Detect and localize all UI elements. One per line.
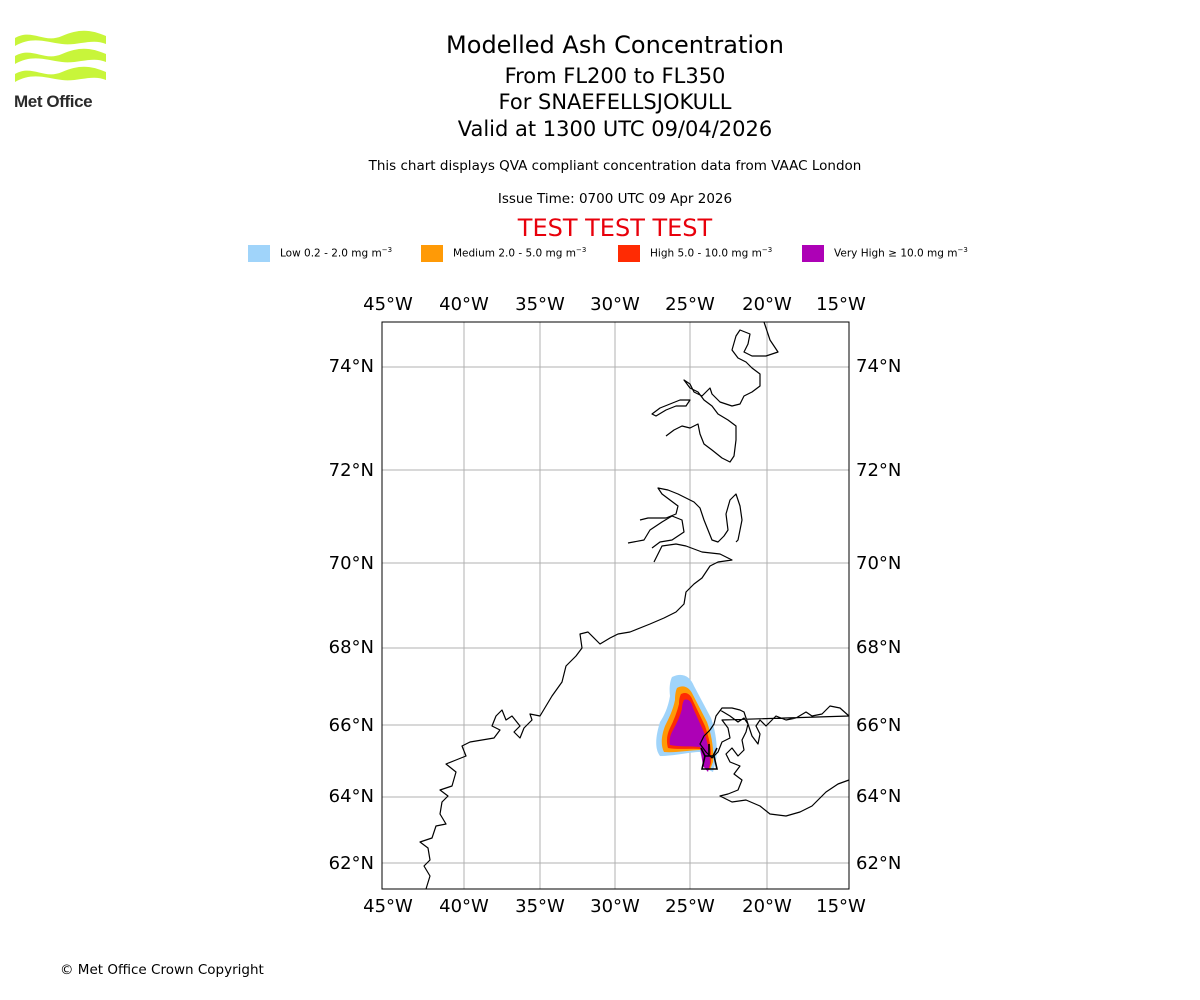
met-office-waves-icon <box>15 30 106 82</box>
legend-level-very-high: Very High <box>834 247 885 260</box>
lon-tick-bottom-25w: 25°W <box>665 896 715 917</box>
legend-exp-low: −3 <box>381 246 393 254</box>
copyright-notice: © Met Office Crown Copyright <box>60 962 264 978</box>
lat-ticks-left: 74°N 72°N 70°N 68°N 66°N 64°N 62°N <box>329 356 374 874</box>
lon-tick-top-30w: 30°W <box>590 294 640 315</box>
lat-tick-left-72n: 72°N <box>329 460 374 481</box>
lon-ticks-bottom: 45°W 40°W 35°W 30°W 25°W 20°W 15°W <box>363 896 866 917</box>
lon-tick-top-35w: 35°W <box>515 294 565 315</box>
qva-note: This chart displays QVA compliant concen… <box>368 158 862 174</box>
lat-tick-left-70n: 70°N <box>329 553 374 574</box>
volcano-name: For SNAEFELLSJOKULL <box>498 90 732 114</box>
legend-level-high: High <box>650 247 675 260</box>
legend-range-very-high: ≥ 10.0 mg m <box>888 247 958 260</box>
legend-swatch-very-high <box>802 245 824 262</box>
valid-time: Valid at 1300 UTC 09/04/2026 <box>457 117 773 141</box>
lon-tick-bottom-20w: 20°W <box>742 896 792 917</box>
lat-tick-right-66n: 66°N <box>856 715 901 736</box>
lat-tick-left-74n: 74°N <box>329 356 374 377</box>
legend-swatch-medium <box>421 245 443 262</box>
lon-ticks-top: 45°W 40°W 35°W 30°W 25°W 20°W 15°W <box>363 294 866 315</box>
lat-tick-left-62n: 62°N <box>329 853 374 874</box>
lon-tick-bottom-35w: 35°W <box>515 896 565 917</box>
legend-level-medium: Medium <box>453 247 495 260</box>
lon-tick-top-25w: 25°W <box>665 294 715 315</box>
lon-tick-bottom-30w: 30°W <box>590 896 640 917</box>
ash-very-high <box>669 699 710 772</box>
lon-tick-bottom-45w: 45°W <box>363 896 413 917</box>
lat-tick-right-72n: 72°N <box>856 460 901 481</box>
legend-range-high: 5.0 - 10.0 mg m <box>677 247 762 260</box>
lat-tick-right-70n: 70°N <box>856 553 901 574</box>
ash-plume <box>656 674 717 772</box>
volcano-marker-icon <box>700 744 719 770</box>
flight-levels: From FL200 to FL350 <box>504 64 726 88</box>
lat-ticks-right: 74°N 72°N 70°N 68°N 66°N 64°N 62°N <box>856 356 901 874</box>
legend-exp-medium: −3 <box>576 246 587 254</box>
logo-text: Met Office <box>14 92 93 111</box>
lat-tick-left-66n: 66°N <box>329 715 374 736</box>
legend-swatch-high <box>618 245 640 262</box>
lon-tick-top-45w: 45°W <box>363 294 413 315</box>
fjord-north-3 <box>651 399 691 417</box>
legend: Low 0.2 - 2.0 mg m−3 Medium 2.0 - 5.0 mg… <box>0 244 1200 264</box>
legend-level-low: Low <box>280 247 301 260</box>
legend-range-medium: 2.0 - 5.0 mg m <box>498 247 577 260</box>
lon-tick-top-20w: 20°W <box>742 294 792 315</box>
chart-title: Modelled Ash Concentration <box>446 31 784 59</box>
legend-exp-very-high: −3 <box>957 246 968 254</box>
legend-exp-high: −3 <box>761 246 773 254</box>
map-gridlines <box>382 322 849 889</box>
lon-tick-bottom-15w: 15°W <box>816 896 866 917</box>
lon-tick-bottom-40w: 40°W <box>439 896 489 917</box>
test-banner: TEST TEST TEST <box>517 214 713 242</box>
lat-tick-left-68n: 68°N <box>329 637 374 658</box>
lat-tick-right-62n: 62°N <box>856 853 901 874</box>
met-office-logo: Met Office <box>14 30 109 112</box>
issue-time: Issue Time: 0700 UTC 09 Apr 2026 <box>497 191 733 207</box>
lat-tick-right-74n: 74°N <box>856 356 901 377</box>
legend-range-low: 0.2 - 2.0 mg m <box>304 247 382 260</box>
iceland-coast <box>699 705 850 817</box>
coastlines <box>419 321 850 890</box>
scoresby-sund <box>627 515 685 549</box>
lat-tick-right-64n: 64°N <box>856 786 901 807</box>
map-frame <box>381 321 850 890</box>
lat-tick-left-64n: 64°N <box>329 786 374 807</box>
fjord-north-2 <box>665 321 779 463</box>
lon-tick-top-40w: 40°W <box>439 294 489 315</box>
greenland-east-coast <box>419 543 733 890</box>
lat-tick-right-68n: 68°N <box>856 637 901 658</box>
legend-swatch-low <box>248 245 270 262</box>
lon-tick-top-15w: 15°W <box>816 294 866 315</box>
fjord-north-1 <box>639 487 743 543</box>
